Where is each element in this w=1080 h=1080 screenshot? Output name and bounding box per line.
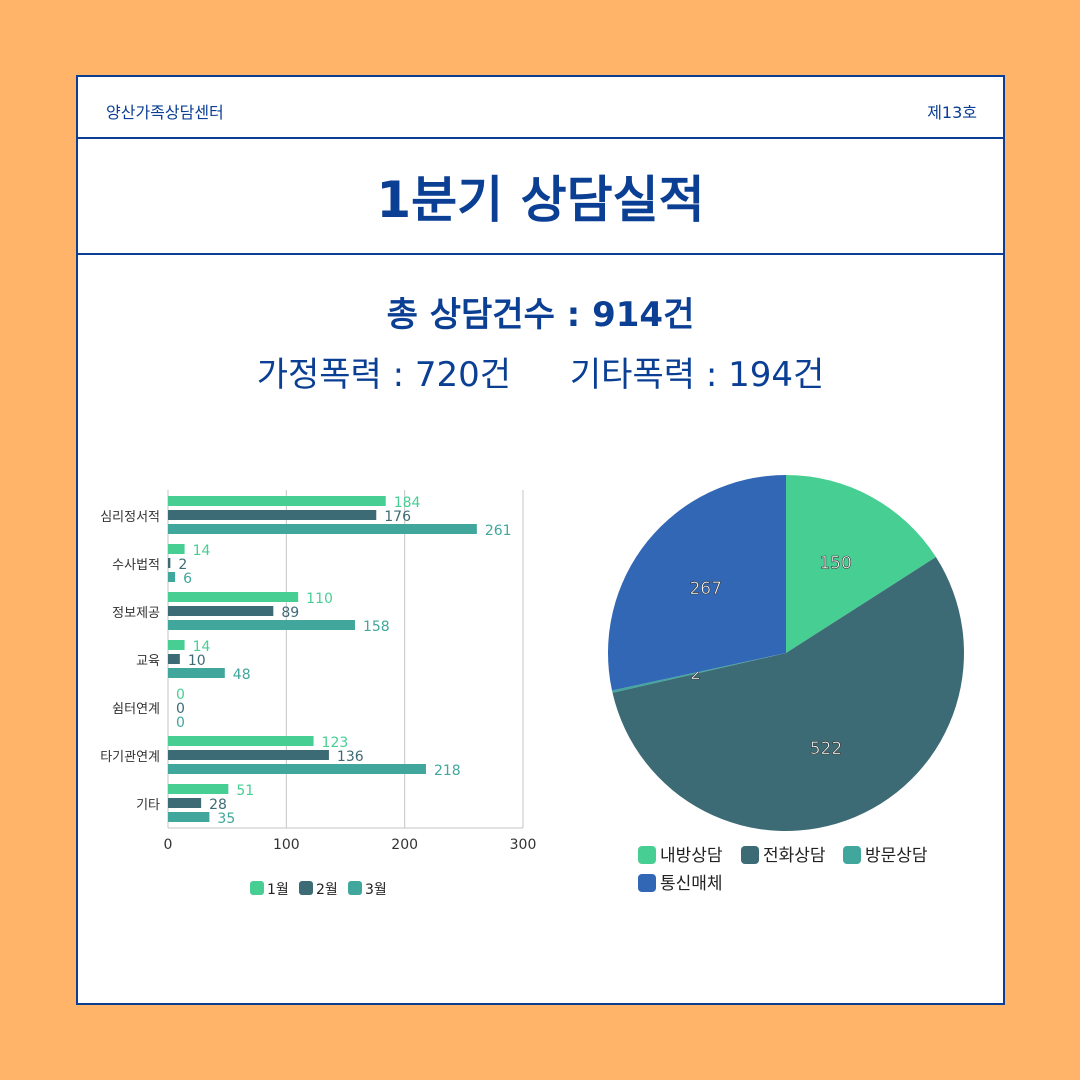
pie-slice [786,475,936,653]
bar [168,668,225,678]
x-tick-label: 300 [510,837,537,853]
data-label: 0 [176,701,185,717]
slice-label: 2 [690,664,701,684]
x-tick-label: 200 [391,837,418,853]
bar [168,558,171,568]
category-label: 쉼터연계 [112,702,160,717]
slice-label: 522 [810,739,842,759]
bar [168,764,426,774]
data-label: 14 [193,639,211,655]
other-count: 기타폭력 : 194건 [569,355,825,395]
bar [168,798,202,808]
legend-label: 전화상담 [763,846,826,866]
data-label: 51 [236,783,254,799]
legend-swatch [250,881,264,895]
legend-swatch [843,846,861,864]
bar [168,544,185,554]
legend-label: 3월 [365,882,387,898]
slice-label: 267 [689,579,721,599]
header-bar: 양산가족상담센터 제13호 [78,77,1003,139]
slice-label: 150 [819,553,851,573]
category-label: 타기관연계 [100,750,160,765]
issue-number: 제13호 [927,103,977,122]
bar [168,606,274,616]
data-label: 2 [178,557,187,573]
legend-swatch [741,846,759,864]
bar [168,524,477,534]
data-label: 176 [384,509,411,525]
org-name: 양산가족상담센터 [106,103,224,122]
data-label: 261 [485,523,512,539]
category-label: 교육 [136,654,160,669]
pie-slice [608,475,786,691]
category-label: 정보제공 [112,606,160,621]
bar [168,654,180,664]
data-label: 89 [281,605,299,621]
legend-label: 통신매체 [660,874,723,894]
split-counts: 가정폭력 : 720건 기타폭력 : 194건 [78,347,1003,396]
legend-swatch [299,881,313,895]
category-label: 기타 [136,798,160,813]
legend-label: 내방상담 [660,846,723,866]
data-label: 35 [217,811,235,827]
domestic-count: 가정폭력 : 720건 [256,355,512,395]
bar [168,592,299,602]
x-tick-label: 0 [164,837,173,853]
bar [168,572,176,582]
category-label: 심리정서적 [100,510,160,525]
category-label: 수사법적 [112,558,160,573]
page-title: 1분기 상담실적 [376,171,705,229]
data-label: 110 [306,591,333,607]
legend-swatch [348,881,362,895]
pie-slice [611,653,786,693]
legend-label: 방문상담 [865,846,928,866]
title-box: 1분기 상담실적 [78,139,1003,255]
data-label: 123 [322,735,349,751]
bar [168,620,355,630]
data-label: 158 [363,619,390,635]
data-label: 48 [233,667,251,683]
bar [168,496,386,506]
x-tick-label: 100 [273,837,300,853]
legend-label: 2월 [316,882,338,898]
legend-swatch [638,846,656,864]
data-label: 14 [193,543,211,559]
data-label: 136 [337,749,364,765]
bar [168,812,210,822]
data-label: 28 [209,797,227,813]
data-label: 184 [394,495,421,511]
bar [168,640,185,650]
data-label: 10 [188,653,206,669]
data-label: 0 [176,715,185,731]
legend-swatch [638,874,656,892]
total-count: 총 상담건수 : 914건 [386,295,695,335]
legend-label: 1월 [267,882,289,898]
bar [168,510,377,520]
data-label: 0 [176,687,185,703]
bar [168,750,329,760]
pie-slice [612,557,964,831]
bar [168,736,314,746]
data-label: 6 [183,571,192,587]
bar [168,784,229,794]
data-label: 218 [434,763,461,779]
